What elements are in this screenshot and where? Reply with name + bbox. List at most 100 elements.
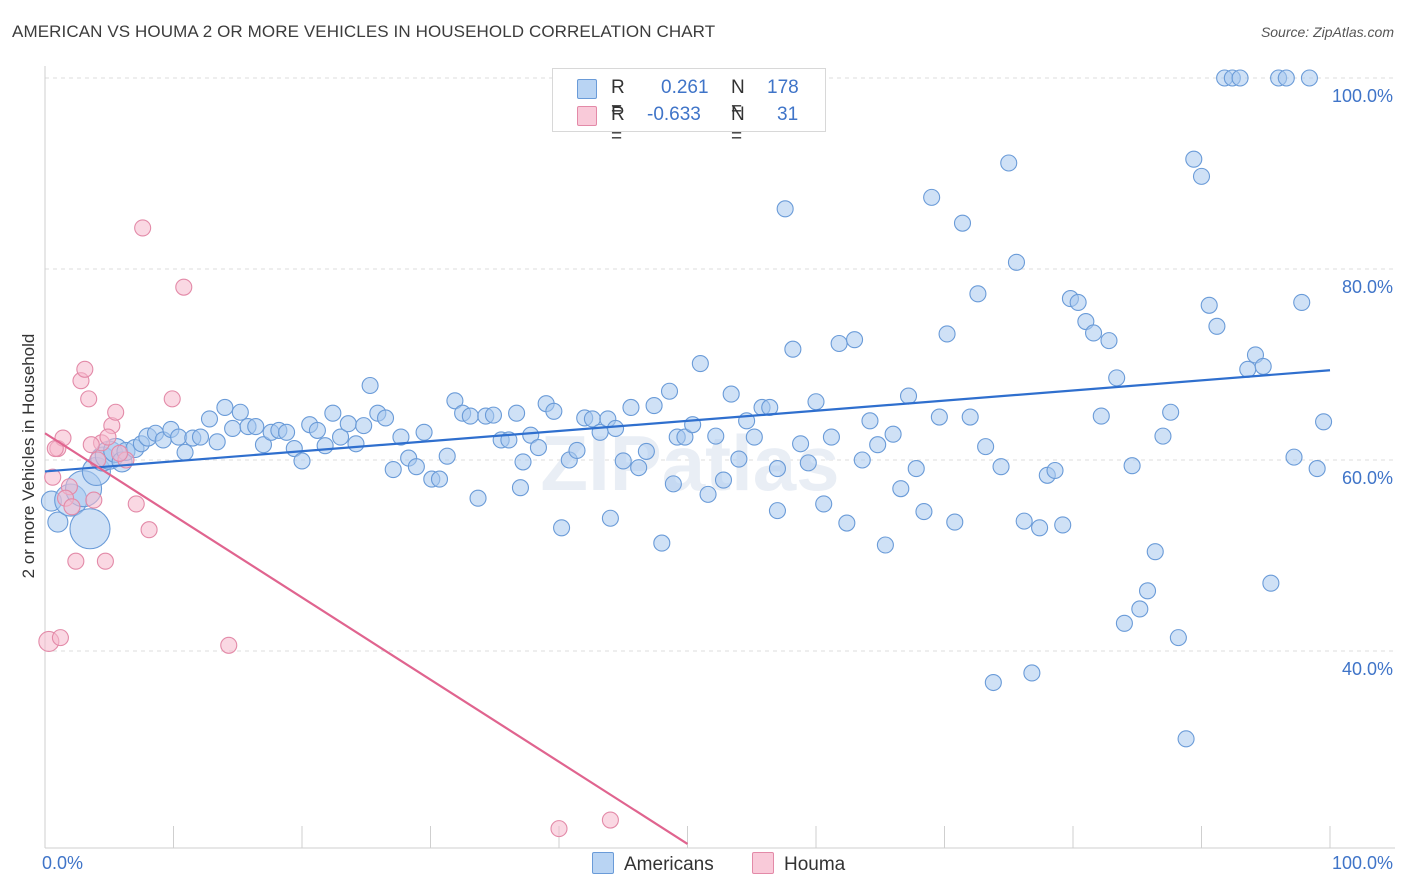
legend-n-value: 31 [777, 104, 799, 125]
chart-title: AMERICAN VS HOUMA 2 OR MORE VEHICLES IN … [12, 22, 716, 41]
american-point [511, 479, 530, 497]
american-point [231, 403, 249, 421]
american-point [514, 453, 532, 471]
american-point [1131, 600, 1149, 618]
american-point [930, 408, 948, 426]
y-axis-label: 2 or more Vehicles in Household [19, 334, 38, 579]
y-tick-label: 100.0% [1332, 86, 1393, 106]
american-point [529, 439, 547, 457]
houma-point [550, 820, 568, 838]
american-point [1200, 296, 1218, 314]
american-point [714, 471, 733, 489]
american-point [331, 428, 350, 446]
y-tick-label: 60.0% [1342, 468, 1393, 488]
american-point [361, 376, 379, 395]
american-point [484, 406, 503, 424]
houma-point [127, 495, 145, 513]
houma-point [601, 811, 619, 829]
houma-point [96, 552, 114, 570]
american-point [392, 428, 410, 446]
american-point [384, 460, 402, 479]
bottom-legend-swatch-houma [752, 852, 774, 874]
american-point [830, 334, 848, 353]
legend-r-label: R = [611, 77, 625, 120]
american-point [884, 425, 902, 443]
american-point [1085, 324, 1103, 342]
bottom-legend-label-americans: Americans [624, 854, 714, 875]
legend-swatch-americans [577, 79, 597, 99]
american-point [984, 673, 1002, 692]
american-point [899, 387, 918, 405]
x-tick-label: 100.0% [1332, 853, 1393, 873]
american-point [799, 454, 817, 472]
american-point [469, 489, 487, 507]
american-point [1023, 664, 1041, 682]
american-point [1192, 167, 1211, 185]
american-point [768, 460, 787, 478]
american-point [630, 459, 648, 477]
american-point [407, 458, 425, 476]
houma-point [107, 403, 125, 421]
american-point [191, 428, 210, 446]
american-point [1046, 461, 1064, 480]
bottom-legend-label-houma: Houma [784, 854, 846, 875]
american-point [1315, 413, 1333, 431]
american-point [1154, 427, 1172, 445]
legend-r-value: -0.633 [647, 104, 701, 125]
houma-point [51, 629, 69, 647]
american-point [438, 447, 456, 465]
legend-n-label: N = [731, 104, 745, 147]
houma-point [85, 491, 103, 509]
american-point [1069, 293, 1087, 311]
american-point [664, 475, 682, 493]
american-point [461, 407, 479, 425]
american-point [676, 428, 694, 446]
american-point [1100, 332, 1118, 350]
american-point [653, 534, 671, 552]
trend-lines [44, 369, 1331, 845]
american-point [861, 412, 879, 430]
american-point [69, 508, 111, 550]
american-point [892, 480, 910, 498]
american-point [776, 200, 794, 218]
american-point [1208, 317, 1226, 335]
american-point [1262, 574, 1280, 592]
bottom-legend-americans: Americans [592, 852, 714, 876]
american-point [1146, 543, 1164, 561]
y-tick-label: 80.0% [1342, 277, 1393, 297]
american-point [784, 340, 802, 358]
american-point [1108, 369, 1126, 387]
american-point [415, 423, 433, 441]
houma-point [163, 390, 181, 408]
american-point [815, 495, 833, 513]
american-point [660, 382, 679, 400]
american-point [923, 188, 941, 206]
american-point [946, 513, 964, 531]
legend-r-value: 0.261 [661, 77, 709, 98]
american-point [938, 325, 956, 343]
american-point [601, 509, 619, 527]
american-point [977, 438, 995, 456]
american-point [1007, 253, 1026, 271]
american-point [216, 398, 234, 417]
american-point [1169, 629, 1187, 647]
american-point [961, 408, 979, 426]
american-point [845, 331, 864, 349]
american-point [869, 436, 887, 454]
axes [44, 66, 1395, 849]
american-point [1123, 457, 1141, 475]
american-point [1293, 293, 1311, 311]
american-point [522, 426, 540, 444]
houma-point [220, 636, 238, 654]
american-point [568, 441, 586, 460]
american-point [1254, 357, 1272, 375]
american-point [876, 536, 894, 554]
american-point [176, 443, 194, 461]
american-point [430, 470, 449, 488]
legend-swatch-houma [577, 106, 597, 126]
american-point [707, 427, 725, 445]
legend-r-label: R = [611, 104, 625, 147]
american-point [224, 419, 242, 438]
american-point [446, 392, 464, 410]
american-point [355, 417, 373, 435]
